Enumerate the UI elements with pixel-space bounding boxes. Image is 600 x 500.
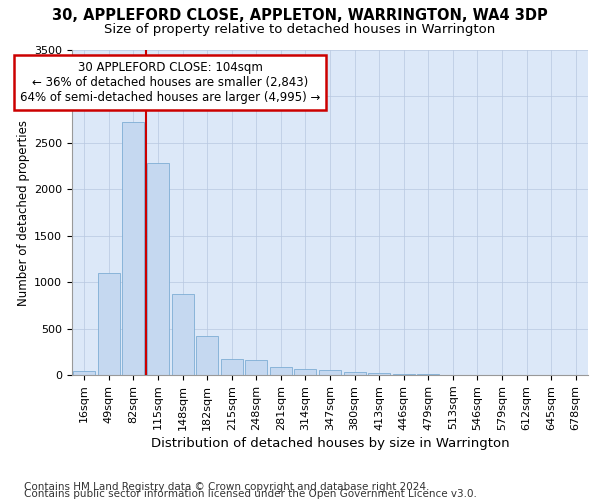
Bar [196, 336, 218, 375]
Bar [392, 374, 415, 375]
Bar [221, 359, 243, 375]
Text: Contains public sector information licensed under the Open Government Licence v3: Contains public sector information licen… [24, 489, 477, 499]
Bar [147, 164, 169, 375]
Text: Size of property relative to detached houses in Warrington: Size of property relative to detached ho… [104, 22, 496, 36]
Bar [319, 370, 341, 375]
Text: Contains HM Land Registry data © Crown copyright and database right 2024.: Contains HM Land Registry data © Crown c… [24, 482, 430, 492]
Bar [73, 371, 95, 375]
Bar [245, 360, 268, 375]
Bar [344, 372, 365, 375]
Text: 30 APPLEFORD CLOSE: 104sqm
← 36% of detached houses are smaller (2,843)
64% of s: 30 APPLEFORD CLOSE: 104sqm ← 36% of deta… [20, 61, 320, 104]
Bar [98, 273, 120, 375]
Text: 30, APPLEFORD CLOSE, APPLETON, WARRINGTON, WA4 3DP: 30, APPLEFORD CLOSE, APPLETON, WARRINGTO… [52, 8, 548, 22]
Bar [417, 374, 439, 375]
Bar [295, 369, 316, 375]
Bar [122, 122, 145, 375]
Bar [172, 294, 194, 375]
X-axis label: Distribution of detached houses by size in Warrington: Distribution of detached houses by size … [151, 437, 509, 450]
Bar [368, 372, 390, 375]
Bar [270, 366, 292, 375]
Y-axis label: Number of detached properties: Number of detached properties [17, 120, 30, 306]
